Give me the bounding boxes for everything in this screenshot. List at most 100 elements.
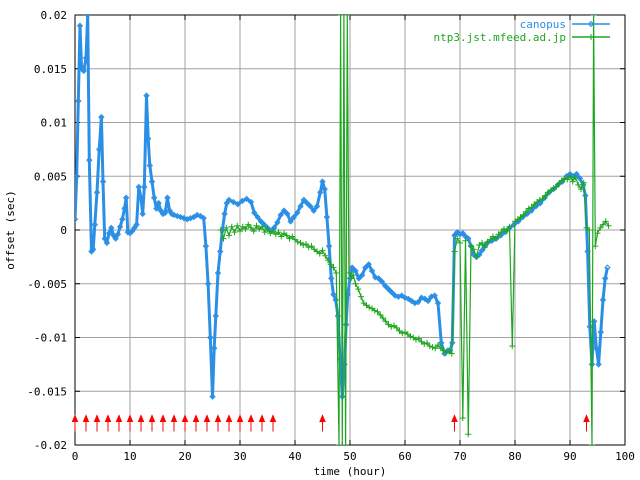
x-tick-label: 40 xyxy=(288,450,301,463)
data-point-canopus xyxy=(95,146,103,153)
y-tick-label: -0.02 xyxy=(34,439,67,452)
event-arrow-head xyxy=(104,414,112,422)
data-point-ntp3-jst-mfeed-ad-jp xyxy=(316,250,323,257)
data-point-ntp3-jst-mfeed-ad-jp xyxy=(275,229,282,236)
data-point-ntp3-jst-mfeed-ad-jp xyxy=(580,179,587,186)
data-point-ntp3-jst-mfeed-ad-jp xyxy=(358,293,364,300)
data-point-ntp3-jst-mfeed-ad-jp xyxy=(481,244,488,251)
data-point-canopus xyxy=(146,162,154,169)
data-point-ntp3-jst-mfeed-ad-jp xyxy=(572,174,579,181)
data-point-canopus xyxy=(135,183,143,191)
data-point-ntp3-jst-mfeed-ad-jp xyxy=(564,176,571,183)
data-point-canopus xyxy=(247,198,255,206)
event-arrow-head xyxy=(247,414,255,422)
data-point-canopus xyxy=(375,275,382,282)
data-point-ntp3-jst-mfeed-ad-jp xyxy=(429,344,436,351)
data-point-ntp3-jst-mfeed-ad-jp xyxy=(380,315,386,322)
data-point-canopus xyxy=(313,203,321,210)
data-point-canopus xyxy=(105,230,113,237)
data-point-ntp3-jst-mfeed-ad-jp xyxy=(336,442,342,445)
data-point-canopus xyxy=(84,15,91,19)
event-arrow-head xyxy=(148,414,156,422)
data-point-ntp3-jst-mfeed-ad-jp xyxy=(509,343,516,350)
data-point-canopus xyxy=(86,156,93,164)
y-tick-label: 0.015 xyxy=(34,63,67,76)
data-point-canopus xyxy=(93,189,101,196)
data-point-canopus xyxy=(122,194,130,201)
data-point-ntp3-jst-mfeed-ad-jp xyxy=(325,257,331,264)
data-point-canopus xyxy=(159,210,167,218)
data-point-ntp3-jst-mfeed-ad-jp xyxy=(330,264,337,271)
data-point-canopus xyxy=(200,214,207,222)
data-point-ntp3-jst-mfeed-ad-jp xyxy=(462,237,469,244)
data-point-canopus xyxy=(99,178,107,185)
data-point-canopus xyxy=(75,173,80,180)
data-point-canopus xyxy=(541,194,548,201)
data-point-ntp3-jst-mfeed-ad-jp xyxy=(340,15,347,18)
data-point-ntp3-jst-mfeed-ad-jp xyxy=(283,232,290,239)
data-point-canopus xyxy=(303,199,311,207)
data-point-ntp3-jst-mfeed-ad-jp xyxy=(253,222,260,229)
data-point-ntp3-jst-mfeed-ad-jp xyxy=(407,333,414,340)
data-point-ntp3-jst-mfeed-ad-jp xyxy=(413,336,419,343)
data-point-canopus xyxy=(214,269,222,277)
data-point-ntp3-jst-mfeed-ad-jp xyxy=(342,442,349,445)
data-point-ntp3-jst-mfeed-ad-jp xyxy=(503,228,510,235)
data-point-canopus xyxy=(193,211,201,219)
event-arrow-head xyxy=(258,414,266,422)
data-point-ntp3-jst-mfeed-ad-jp xyxy=(278,233,285,240)
x-tick-label: 80 xyxy=(508,450,521,463)
data-point-canopus xyxy=(398,292,405,299)
data-point-ntp3-jst-mfeed-ad-jp xyxy=(259,223,265,230)
data-point-ntp3-jst-mfeed-ad-jp xyxy=(589,442,595,445)
legend-label-ntp3-jst-mfeed-ad-jp: ntp3.jst.mfeed.ad.jp xyxy=(434,31,566,44)
data-point-ntp3-jst-mfeed-ad-jp xyxy=(465,431,472,438)
data-point-canopus xyxy=(300,196,308,204)
data-point-ntp3-jst-mfeed-ad-jp xyxy=(479,239,485,246)
data-point-ntp3-jst-mfeed-ad-jp xyxy=(553,184,560,190)
data-point-canopus xyxy=(478,247,486,254)
y-tick-label: 0.005 xyxy=(34,170,67,183)
data-point-ntp3-jst-mfeed-ad-jp xyxy=(223,224,230,231)
data-point-canopus xyxy=(319,178,326,185)
data-point-canopus xyxy=(197,212,204,220)
data-point-canopus xyxy=(88,248,95,255)
data-point-ntp3-jst-mfeed-ad-jp xyxy=(594,230,601,237)
grid xyxy=(74,14,626,446)
event-arrow-head xyxy=(451,414,458,422)
y-tick-label: -0.01 xyxy=(34,332,67,345)
data-point-ntp3-jst-mfeed-ad-jp xyxy=(348,275,355,282)
legend-label-canopus: canopus xyxy=(520,18,566,31)
data-point-canopus xyxy=(451,232,458,239)
data-point-canopus xyxy=(121,205,128,212)
data-point-canopus xyxy=(352,267,359,275)
data-point-canopus xyxy=(207,334,214,341)
data-point-ntp3-jst-mfeed-ad-jp xyxy=(393,324,400,331)
data-point-canopus xyxy=(378,278,386,285)
data-point-ntp3-jst-mfeed-ad-jp xyxy=(371,307,378,314)
data-point-ntp3-jst-mfeed-ad-jp xyxy=(237,228,243,235)
data-point-canopus xyxy=(141,183,148,191)
data-point-ntp3-jst-mfeed-ad-jp xyxy=(492,235,499,242)
data-point-canopus xyxy=(381,282,389,290)
data-point-ntp3-jst-mfeed-ad-jp xyxy=(597,224,604,231)
data-point-ntp3-jst-mfeed-ad-jp xyxy=(377,311,384,318)
data-point-canopus xyxy=(91,221,99,228)
data-point-ntp3-jst-mfeed-ad-jp xyxy=(487,236,494,243)
y-tick-label: 0.01 xyxy=(41,117,68,130)
x-tick-label: 50 xyxy=(343,450,356,463)
data-point-ntp3-jst-mfeed-ad-jp xyxy=(600,221,606,228)
data-point-ntp3-jst-mfeed-ad-jp xyxy=(586,227,593,233)
x-tick-label: 30 xyxy=(233,450,246,463)
data-point-ntp3-jst-mfeed-ad-jp xyxy=(542,192,549,199)
event-arrow-head xyxy=(319,414,326,422)
data-point-ntp3-jst-mfeed-ad-jp xyxy=(399,330,406,337)
data-point-canopus xyxy=(150,194,158,201)
data-point-ntp3-jst-mfeed-ad-jp xyxy=(289,233,296,240)
data-point-ntp3-jst-mfeed-ad-jp xyxy=(220,235,227,242)
data-point-canopus xyxy=(365,261,372,268)
event-arrow-head xyxy=(269,414,277,422)
data-point-canopus xyxy=(431,292,438,299)
data-point-canopus xyxy=(297,203,304,210)
